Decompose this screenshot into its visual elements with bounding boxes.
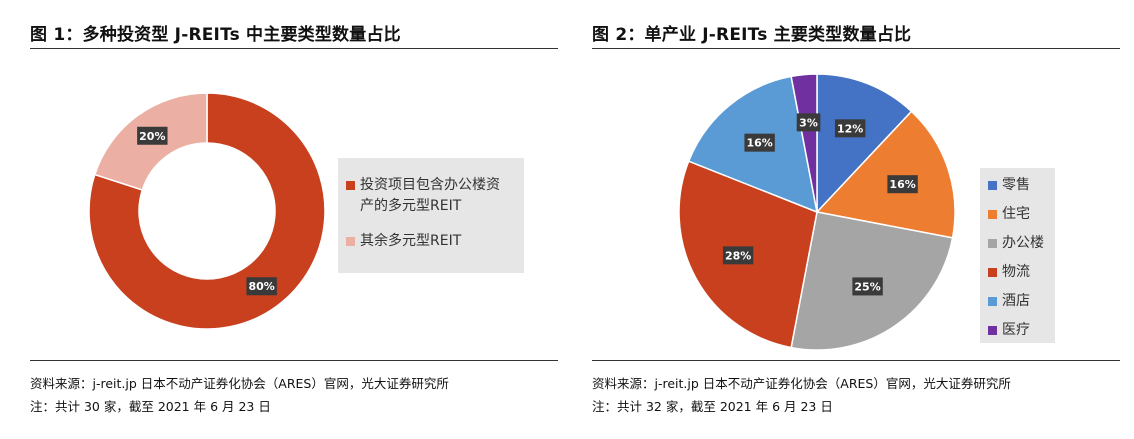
legend-label: 物流 <box>1002 264 1030 280</box>
legend-swatch <box>988 297 997 306</box>
legend-label: 医疗 <box>1002 322 1030 338</box>
chart-title: 图 2：单产业 J-REITs 主要类型数量占比 <box>592 25 912 45</box>
legend-swatch <box>988 326 997 335</box>
legend-label: 酒店 <box>1002 293 1030 309</box>
svg-text:12%: 12% <box>837 122 863 135</box>
legend-label: 零售 <box>1002 177 1030 193</box>
legend-swatch <box>988 268 997 277</box>
svg-text:20%: 20% <box>139 130 165 143</box>
pie-slice <box>88 92 326 330</box>
svg-text:80%: 80% <box>248 280 274 293</box>
pie-slice <box>790 73 818 213</box>
legend-label: 其余多元型REIT <box>360 233 462 249</box>
left-panel: 图 1：多种投资型 J-REITs 中主要类型数量占比 80% 20% 投资项目包… <box>30 0 558 439</box>
data-label: 80% <box>246 277 277 296</box>
pie-chart: 12% 16% 25% 28% 16% 3% <box>678 73 956 351</box>
legend: 投资项目包含办公楼资 产的多元型REIT 其余多元型REIT <box>338 158 524 273</box>
bottom-rule <box>592 360 1120 361</box>
svg-text:16%: 16% <box>889 178 915 191</box>
legend-swatch <box>988 210 997 219</box>
data-label: 25% <box>852 277 883 296</box>
svg-text:28%: 28% <box>725 249 751 262</box>
data-label: 28% <box>722 246 754 265</box>
legend-label: 产的多元型REIT <box>360 198 462 214</box>
pie-slice <box>816 73 913 214</box>
svg-text:16%: 16% <box>746 137 772 150</box>
svg-text:25%: 25% <box>854 280 880 293</box>
legend-label: 办公楼 <box>1002 235 1044 251</box>
donut-chart: 80% 20% <box>88 92 326 330</box>
legend-swatch <box>346 237 355 246</box>
count-note: 注：共计 32 家，截至 2021 年 6 月 23 日 <box>592 399 833 414</box>
svg-text:3%: 3% <box>799 116 818 129</box>
legend: 零售 住宅 办公楼 物流 酒店 医疗 <box>980 168 1055 343</box>
pie-slice <box>815 110 956 239</box>
legend-label: 投资项目包含办公楼资 <box>360 177 500 193</box>
top-rule <box>30 48 558 49</box>
bottom-rule <box>30 360 558 361</box>
source-note: 资料来源：j-reit.jp 日本不动产证券化协会（ARES）官网，光大证券研究… <box>30 376 449 391</box>
legend-label: 住宅 <box>1002 206 1030 222</box>
source-note: 资料来源：j-reit.jp 日本不动产证券化协会（ARES）官网，光大证券研究… <box>592 376 1011 391</box>
top-rule <box>592 48 1120 49</box>
legend-swatch <box>988 239 997 248</box>
chart-title: 图 1：多种投资型 J-REITs 中主要类型数量占比 <box>30 25 401 45</box>
data-label: 16% <box>887 175 918 194</box>
data-label: 3% <box>796 113 821 132</box>
data-label: 12% <box>834 119 866 138</box>
data-label: 16% <box>744 133 775 152</box>
data-label: 20% <box>137 126 168 145</box>
count-note: 注：共计 30 家，截至 2021 年 6 月 23 日 <box>30 399 271 414</box>
right-panel: 图 2：单产业 J-REITs 主要类型数量占比 12% 16% 25% 28% 16%… <box>592 0 1120 439</box>
legend-swatch <box>988 181 997 190</box>
legend-swatch <box>346 181 355 190</box>
